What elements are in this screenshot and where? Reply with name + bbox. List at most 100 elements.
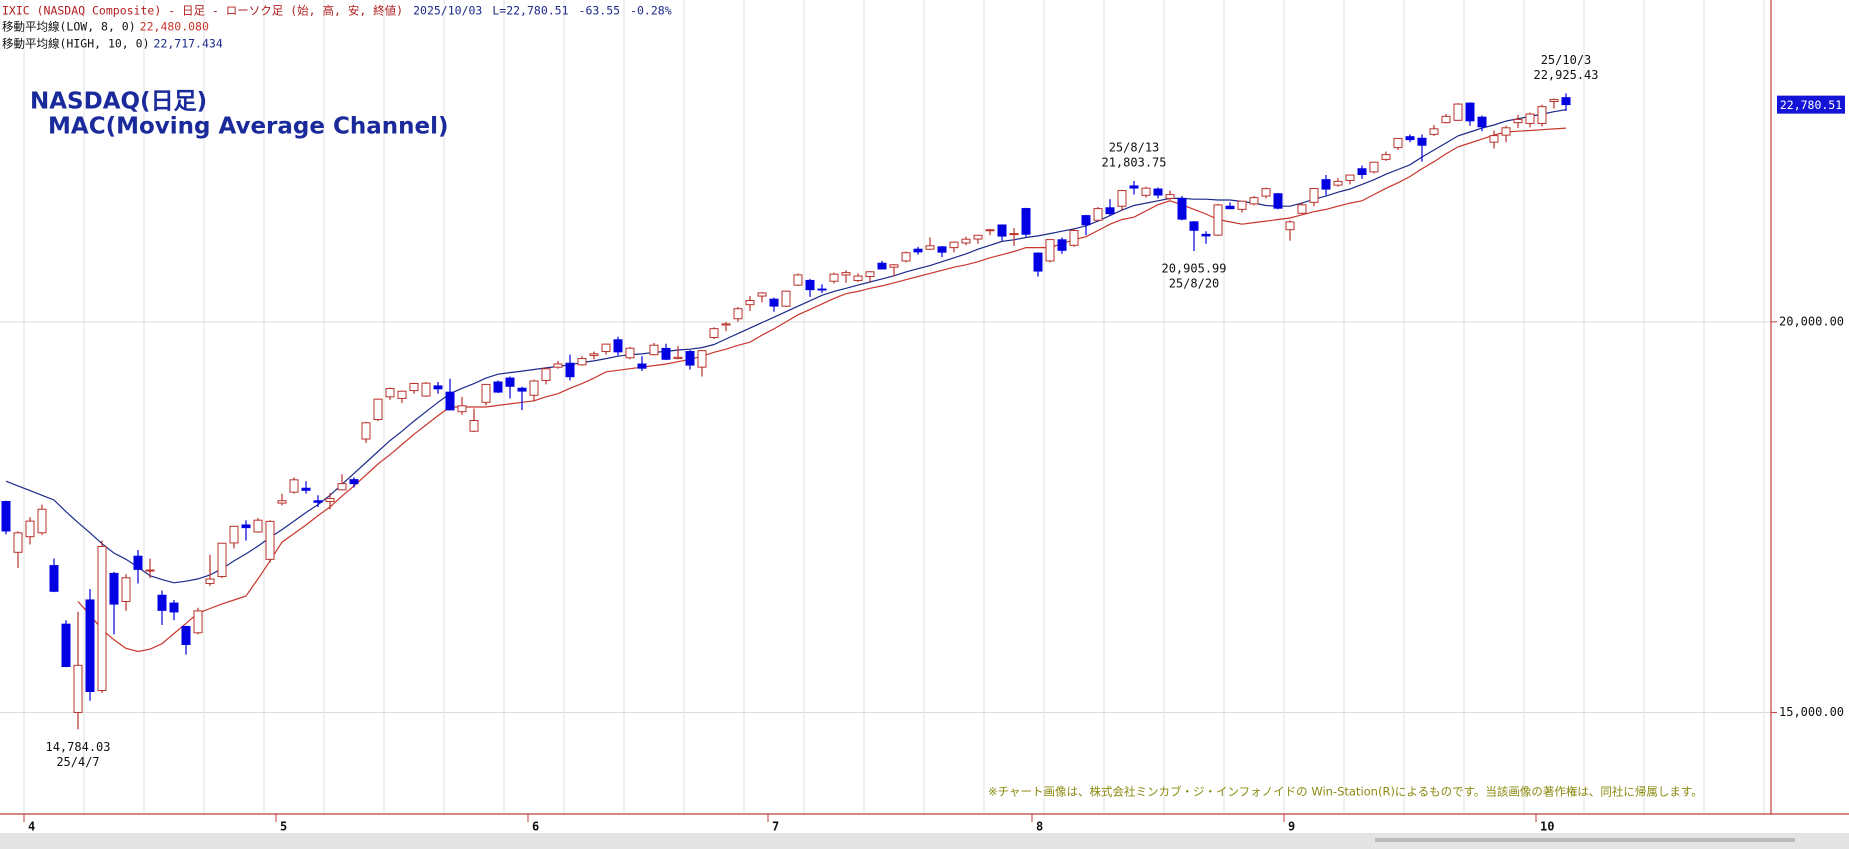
candle-body	[1153, 188, 1163, 196]
last-price-tag	[1777, 95, 1845, 114]
annotation-value: 22,925.43	[1533, 68, 1598, 82]
candle-body	[253, 519, 263, 533]
candle-body	[817, 288, 827, 291]
candle-body	[1129, 185, 1139, 189]
scroll-thumb[interactable]	[1375, 838, 1795, 842]
candle-body	[505, 377, 515, 387]
candle-body	[793, 274, 803, 286]
annotation-date: 25/4/7	[56, 755, 99, 769]
candle-body	[1165, 194, 1175, 199]
candle-body	[529, 380, 539, 396]
candle-body	[241, 524, 251, 529]
candle-body	[1465, 102, 1475, 122]
candle-body	[1201, 233, 1211, 237]
candle-body	[109, 572, 119, 605]
candle-body	[289, 479, 299, 493]
x-tick-label: 6	[532, 820, 539, 834]
candle-body	[445, 391, 455, 411]
candle-body	[1441, 115, 1451, 124]
annotation-date: 25/8/13	[1109, 140, 1160, 154]
candle-body	[925, 245, 935, 250]
candle-body	[721, 323, 731, 326]
y-tick-label: 15,000.00	[1779, 705, 1844, 719]
candle-body	[1069, 230, 1079, 246]
ma-line	[77, 127, 1567, 653]
candle-body	[1321, 179, 1331, 190]
candle-body	[1405, 136, 1415, 141]
scrollbar[interactable]	[0, 833, 1849, 849]
candle-body	[1381, 154, 1391, 160]
candle-body	[229, 525, 239, 544]
candle-body	[997, 224, 1007, 237]
candle-body	[1429, 128, 1439, 135]
chart-subtitle: MAC(Moving Average Channel)	[48, 114, 449, 140]
candle-body	[433, 385, 443, 390]
candle-body	[217, 542, 227, 578]
footnote: ※チャート画像は、株式会社ミンカブ・ジ・インフォノイドの Win-Station…	[988, 785, 1703, 799]
candle-body	[409, 382, 419, 392]
candle-body	[1225, 205, 1235, 210]
candle-body	[949, 241, 959, 249]
candle-body	[1525, 113, 1535, 124]
candle-body	[697, 350, 707, 368]
candle-body	[1513, 118, 1523, 124]
candle-body	[1009, 233, 1019, 236]
candle-body	[829, 273, 839, 282]
candle-body	[97, 545, 107, 692]
candle-body	[1237, 200, 1247, 210]
candle-body	[1141, 187, 1151, 196]
candle-body	[877, 262, 887, 270]
candle-body	[757, 292, 767, 297]
chart-title: NASDAQ(日足)	[30, 89, 207, 115]
candle-body	[85, 599, 95, 693]
candle-body	[481, 383, 491, 403]
candle-body	[469, 420, 479, 432]
candle-body	[493, 381, 503, 393]
candle-body	[1369, 161, 1379, 173]
candle-body	[193, 610, 203, 634]
candle-body	[613, 339, 623, 353]
x-tick-label: 9	[1288, 820, 1295, 834]
candle-body	[337, 483, 347, 491]
candle-body	[457, 405, 467, 413]
candle-body	[169, 602, 179, 613]
candle-body	[1045, 239, 1055, 262]
candle-body	[385, 387, 395, 398]
candle-body	[325, 498, 335, 503]
candle-body	[1417, 137, 1427, 146]
candle-body	[685, 351, 695, 366]
candle-body	[1057, 239, 1067, 251]
candle-body	[577, 358, 587, 366]
candle-body	[781, 290, 791, 307]
candle-body	[121, 577, 131, 603]
candle-body	[865, 271, 875, 278]
candle-body	[1345, 174, 1355, 181]
candle-body	[661, 347, 671, 360]
candle-body	[961, 238, 971, 244]
candle-body	[49, 565, 59, 592]
annotation-date: 25/10/3	[1541, 53, 1592, 67]
x-tick-label: 5	[280, 820, 287, 834]
candle-body	[1549, 99, 1559, 103]
candle-body	[649, 344, 659, 356]
candle-body	[673, 356, 683, 360]
candle-body	[937, 246, 947, 253]
candle-body	[901, 252, 911, 262]
candle-body	[973, 234, 983, 240]
candle-body	[313, 500, 323, 503]
candle-body	[1105, 207, 1115, 215]
y-tick-label: 20,000.00	[1779, 314, 1844, 328]
candle-body	[37, 508, 47, 534]
candle-body	[1021, 208, 1031, 235]
annotation-date: 25/8/20	[1169, 277, 1220, 291]
candle-body	[601, 343, 611, 353]
candle-body	[709, 328, 719, 338]
legend-value: 22,480.080	[140, 20, 209, 34]
candle-body	[1333, 180, 1343, 186]
candle-body	[1177, 197, 1187, 220]
candle-body	[1, 501, 11, 532]
candle-body	[1117, 190, 1127, 207]
candle-body	[1453, 103, 1463, 121]
candle-body	[805, 279, 815, 291]
candle-body	[181, 626, 191, 645]
